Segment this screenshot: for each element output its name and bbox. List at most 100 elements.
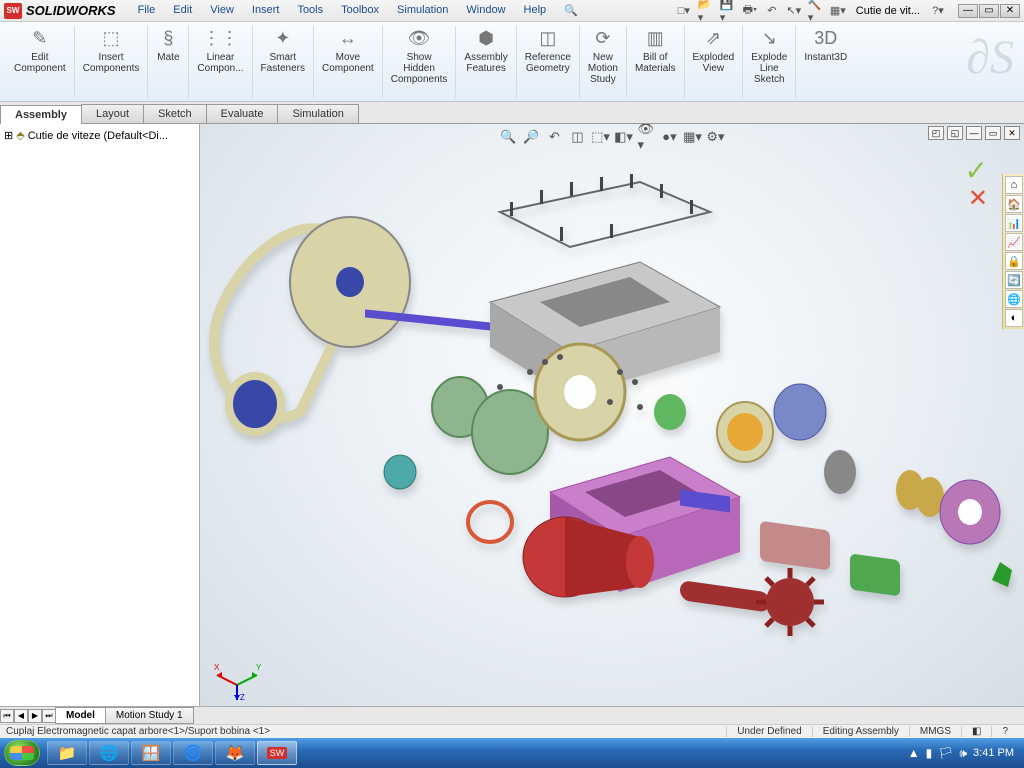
tab-model[interactable]: Model: [55, 707, 106, 724]
help-icon[interactable]: ?▾: [930, 3, 946, 19]
ribbon-assembly-features[interactable]: ⬢AssemblyFeatures: [456, 26, 516, 98]
status-selection: Cuplaj Electromagnetic capat arbore<1>/S…: [6, 726, 270, 737]
taskbar-firefox[interactable]: 🦊: [215, 741, 255, 765]
quick-access-toolbar: □▾ 📂▾ 💾▾ 🖶▾ ↶ ↖▾ 🔨▾ ▦▾ Cutie de vit... ?…: [676, 3, 1020, 19]
assembly-icon: ⬘: [16, 129, 24, 142]
linear-pattern-icon: ⋮⋮: [208, 26, 232, 50]
tab-prev-icon[interactable]: ◀: [14, 709, 28, 723]
minimize-button[interactable]: —: [958, 4, 978, 18]
insert-components-icon: ⬚: [99, 26, 123, 50]
ribbon-show-hidden[interactable]: 👁ShowHiddenComponents: [383, 26, 457, 98]
tab-first-icon[interactable]: ⏮: [0, 709, 14, 723]
status-bar: Cuplaj Electromagnetic capat arbore<1>/S…: [0, 724, 1024, 738]
tray-battery-icon[interactable]: ▮: [926, 746, 933, 760]
ribbon: ✎EditComponent ⬚InsertComponents §Mate ⋮…: [0, 22, 1024, 102]
select-icon[interactable]: ↖▾: [786, 3, 802, 19]
instant3d-icon: 3D: [814, 26, 838, 50]
title-bar: SW SOLIDWORKS File Edit View Insert Tool…: [0, 0, 1024, 22]
menu-view[interactable]: View: [202, 2, 242, 19]
document-selector[interactable]: Cutie de vit...: [852, 4, 924, 18]
menu-simulation[interactable]: Simulation: [389, 2, 456, 19]
save-icon[interactable]: 💾▾: [720, 3, 736, 19]
expand-icon[interactable]: ⊞: [4, 129, 13, 142]
close-button[interactable]: ✕: [1000, 4, 1020, 18]
bom-icon: ▥: [643, 26, 667, 50]
motion-tabs: ⏮ ◀ ▶ ⏭ Model Motion Study 1: [0, 706, 1024, 724]
menu-search-icon[interactable]: 🔍: [556, 2, 586, 19]
tab-next-icon[interactable]: ▶: [28, 709, 42, 723]
menu-toolbox[interactable]: Toolbox: [333, 2, 387, 19]
status-extra-icon[interactable]: ◧: [961, 726, 991, 737]
status-defined: Under Defined: [726, 726, 811, 737]
graphics-viewport[interactable]: 🔍 🔎 ↶ ◫ ⬚▾ ◧▾ 👁▾ ●▾ ▦▾ ⚙▾ ◰ ◱ — ▭ ✕ ✓ ✕ …: [200, 124, 1024, 712]
main-area: ⊞ ⬘ Cutie de viteze (Default<Di... 🔍 🔎 ↶…: [0, 124, 1024, 712]
assembly-features-icon: ⬢: [474, 26, 498, 50]
taskbar-3[interactable]: 🪟: [131, 741, 171, 765]
tab-layout[interactable]: Layout: [81, 104, 144, 123]
ribbon-instant3d[interactable]: 3DInstant3D: [796, 26, 855, 98]
taskbar-explorer[interactable]: 📁: [47, 741, 87, 765]
start-button[interactable]: [4, 740, 40, 766]
taskbar-ie[interactable]: 🌐: [89, 741, 129, 765]
restore-button[interactable]: ▭: [979, 4, 999, 18]
status-units[interactable]: MMGS: [909, 726, 961, 737]
solidworks-wave-icon: ∂S: [966, 30, 1014, 85]
tray-flag-icon[interactable]: 🏳: [938, 746, 953, 760]
system-tray: ▲ ▮ 🏳 🕪 3:41 PM: [908, 746, 1020, 761]
ribbon-insert-components[interactable]: ⬚InsertComponents: [75, 26, 149, 98]
rebuild-icon[interactable]: 🔨▾: [808, 3, 824, 19]
smart-fasteners-icon: ✦: [271, 26, 295, 50]
edit-component-icon: ✎: [28, 26, 52, 50]
menu-edit[interactable]: Edit: [165, 2, 200, 19]
tab-assembly[interactable]: Assembly: [0, 105, 82, 124]
ribbon-move-component[interactable]: ↔MoveComponent: [314, 26, 383, 98]
menu-file[interactable]: File: [130, 2, 164, 19]
ribbon-linear-pattern[interactable]: ⋮⋮LinearCompon...: [189, 26, 252, 98]
tree-root[interactable]: ⊞ ⬘ Cutie de viteze (Default<Di...: [4, 128, 195, 143]
taskbar-solidworks[interactable]: SW: [257, 741, 297, 765]
feature-manager-tree[interactable]: ⊞ ⬘ Cutie de viteze (Default<Di...: [0, 124, 200, 712]
tab-nav: ⏮ ◀ ▶ ⏭: [0, 709, 56, 723]
exploded-assembly: [200, 132, 1020, 712]
menu-help[interactable]: Help: [516, 2, 555, 19]
ribbon-motion-study[interactable]: ⟳NewMotionStudy: [580, 26, 627, 98]
svg-text:Y: Y: [256, 663, 262, 672]
exploded-icon: ⇗: [701, 26, 725, 50]
ribbon-smart-fasteners[interactable]: ✦SmartFasteners: [253, 26, 314, 98]
app-logo: SW: [4, 3, 22, 19]
ribbon-bom[interactable]: ▥Bill ofMaterials: [627, 26, 685, 98]
ribbon-explode-line[interactable]: ↘ExplodeLineSketch: [743, 26, 796, 98]
view-triad[interactable]: X Y Z: [212, 650, 262, 700]
print-icon[interactable]: 🖶▾: [742, 3, 758, 19]
status-mode: Editing Assembly: [812, 726, 909, 737]
menu-insert[interactable]: Insert: [244, 2, 288, 19]
windows-taskbar: 📁 🌐 🪟 🌀 🦊 SW ▲ ▮ 🏳 🕪 3:41 PM: [0, 738, 1024, 768]
menu-bar: File Edit View Insert Tools Toolbox Simu…: [130, 2, 586, 19]
menu-tools[interactable]: Tools: [289, 2, 331, 19]
tab-last-icon[interactable]: ⏭: [42, 709, 56, 723]
explode-line-icon: ↘: [757, 26, 781, 50]
motion-study-icon: ⟳: [591, 26, 615, 50]
ribbon-edit-component[interactable]: ✎EditComponent: [6, 26, 75, 98]
tab-simulation[interactable]: Simulation: [277, 104, 358, 123]
status-help-icon[interactable]: ?: [991, 726, 1018, 737]
app-name: SOLIDWORKS: [26, 3, 116, 18]
tray-overflow-icon[interactable]: ▲: [908, 746, 920, 760]
undo-icon[interactable]: ↶: [764, 3, 780, 19]
tab-sketch[interactable]: Sketch: [143, 104, 207, 123]
open-icon[interactable]: 📂▾: [698, 3, 714, 19]
options-icon[interactable]: ▦▾: [830, 3, 846, 19]
tab-motion-study[interactable]: Motion Study 1: [105, 707, 194, 724]
tree-root-label: Cutie de viteze (Default<Di...: [28, 130, 168, 142]
taskbar-4[interactable]: 🌀: [173, 741, 213, 765]
window-controls: — ▭ ✕: [958, 4, 1020, 18]
tray-clock[interactable]: 3:41 PM: [973, 747, 1014, 759]
move-component-icon: ↔: [336, 26, 360, 50]
tab-evaluate[interactable]: Evaluate: [206, 104, 279, 123]
menu-window[interactable]: Window: [458, 2, 513, 19]
new-icon[interactable]: □▾: [676, 3, 692, 19]
tray-volume-icon[interactable]: 🕪: [959, 746, 967, 761]
ribbon-reference-geometry[interactable]: ◫ReferenceGeometry: [517, 26, 580, 98]
ribbon-mate[interactable]: §Mate: [148, 26, 189, 98]
ribbon-exploded-view[interactable]: ⇗ExplodedView: [685, 26, 744, 98]
